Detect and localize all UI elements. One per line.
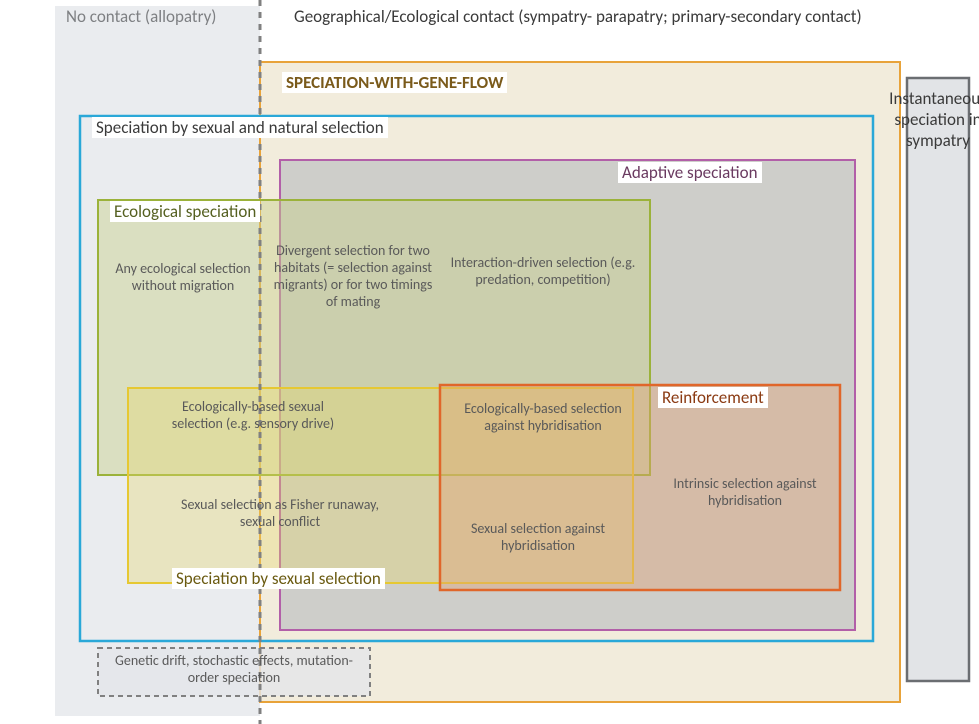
diagram-svg	[0, 0, 979, 724]
title-sexual-selection: Speciation by sexual selection	[172, 568, 385, 589]
title-reinforcement: Reinforcement	[658, 387, 768, 408]
cell-fisher-runaway: Sexual selection as Fisher runaway, sexu…	[180, 496, 380, 530]
cell-interaction-selection: Interaction-driven selection (e.g. preda…	[448, 254, 638, 288]
cell-intrinsic-hybrid: Intrinsic selection against hybridisatio…	[660, 475, 830, 509]
title-adaptive: Adaptive speciation	[618, 162, 762, 183]
speciation-venn-diagram: No contact (allopatry) Geographical/Ecol…	[0, 0, 979, 724]
cell-drift: Genetic drift, stochastic effects, mutat…	[106, 652, 362, 686]
title-gene-flow: SPECIATION-WITH-GENE-FLOW	[282, 72, 507, 93]
cell-divergent-selection: Divergent selection for two habitats (= …	[268, 242, 438, 310]
cell-eco-no-migration: Any ecological selection without migrati…	[108, 260, 258, 294]
title-ecological: Ecological speciation	[110, 201, 260, 222]
cell-sexual-hybrid: Sexual selection against hybridisation	[448, 520, 628, 554]
title-instantaneous: Instantaneous speciation in sympatry	[872, 88, 979, 151]
cell-eco-sexual-selection: Ecologically-based sexual selection (e.g…	[158, 398, 348, 432]
title-sexual-natural: Speciation by sexual and natural selecti…	[92, 117, 388, 138]
cell-eco-hybrid: Ecologically-based selection against hyb…	[448, 400, 638, 434]
box-instantaneous	[907, 78, 969, 681]
